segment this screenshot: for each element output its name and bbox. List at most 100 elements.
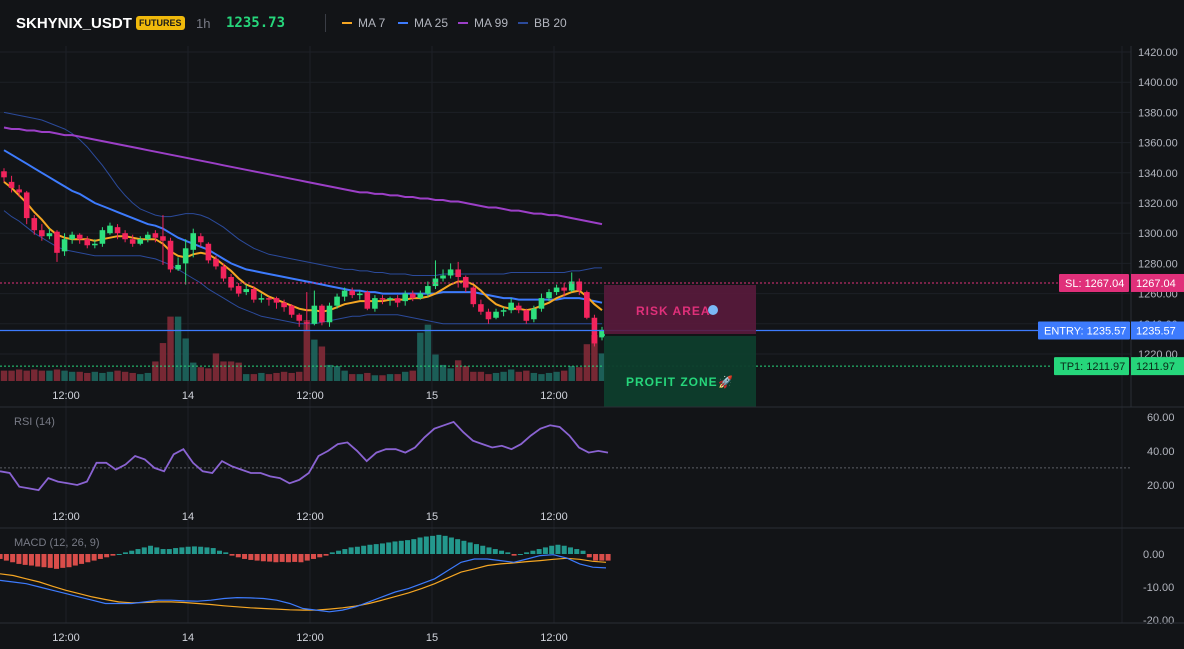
macd-histogram-bar (191, 546, 197, 554)
volume-bar (538, 374, 545, 381)
volume-bar (23, 370, 30, 381)
legend-ma7[interactable]: MA 7 (342, 16, 385, 30)
price-tick-label: 1400.00 (1138, 77, 1178, 89)
candle-body (16, 189, 22, 193)
macd-histogram-bar (223, 552, 229, 554)
volume-bar (235, 362, 242, 381)
macd-histogram-bar (486, 547, 492, 554)
macd-histogram-bar (517, 554, 523, 555)
candle-body (281, 302, 287, 308)
candle-body (114, 227, 121, 234)
price-tick-label: 1420.00 (1138, 47, 1178, 59)
macd-histogram-bar (91, 554, 97, 561)
candle-body (235, 286, 242, 294)
entry-axis-tag (1131, 321, 1184, 340)
volume-bar (477, 371, 485, 381)
macd-histogram-bar (166, 549, 172, 554)
time-tick-label: 14 (182, 390, 194, 402)
volume-bar (371, 375, 379, 381)
legend-bb20-label: BB 20 (534, 16, 567, 30)
volume-bar (530, 372, 538, 381)
volume-bar (197, 367, 205, 381)
macd-histogram-bar (141, 547, 147, 554)
rsi-line (0, 420, 609, 492)
candle-body (69, 234, 75, 240)
macd-histogram-bar (379, 543, 385, 554)
candle-body (8, 181, 15, 188)
timeframe-label[interactable]: 1h (196, 16, 211, 31)
volume-bar (333, 366, 341, 381)
macd-histogram-bar (129, 550, 135, 554)
symbol-name[interactable]: SKHYNIX_USDT (16, 15, 132, 32)
candle-body (198, 236, 204, 243)
volume-bar (61, 370, 68, 381)
volume-bar (190, 362, 197, 381)
candle-body (402, 293, 408, 302)
volume-bar (106, 371, 114, 381)
tp1-axis-tag (1131, 357, 1184, 376)
macd-histogram-bar (442, 535, 448, 554)
macd-histogram-bar (524, 552, 530, 554)
macd-histogram-bar (267, 554, 273, 562)
volume-bar (576, 367, 583, 381)
volume-bar (0, 370, 8, 381)
candle-body (356, 293, 363, 296)
volume-bar (280, 371, 288, 381)
legend-ma25-label: MA 25 (414, 16, 449, 30)
macd-pane: 0.00 -10.00 -20.00 12:00 14 12:00 15 12:00 (0, 534, 1174, 644)
macd-histogram-bar (361, 545, 367, 554)
candle-body (61, 239, 68, 252)
macd-histogram-bar (342, 549, 348, 554)
legend-ma25[interactable]: MA 25 (398, 16, 448, 30)
legend-bb20[interactable]: BB 20 (518, 16, 567, 30)
volume-bar (220, 361, 227, 381)
macd-histogram-bar (229, 554, 235, 556)
macd-histogram-bar (549, 545, 555, 554)
macd-histogram-bar (461, 540, 467, 554)
volume-bar (84, 372, 91, 381)
candle-body (107, 225, 113, 234)
candle-body (273, 298, 280, 303)
shield-icon (708, 305, 718, 315)
volume-bar (311, 339, 318, 381)
sl-axis-tag (1131, 273, 1184, 292)
candle-body (561, 287, 567, 291)
volume-bar (470, 371, 477, 381)
macd-histogram-bar (85, 554, 91, 563)
candle-body (508, 302, 514, 311)
volume-bar (568, 366, 575, 381)
rsi-time-tick-label: 15 (426, 511, 438, 523)
macd-histogram-bar (555, 544, 561, 554)
time-tick-label: 12:00 (540, 390, 568, 402)
tp1-tag-label: TP1: 1211.97 (1060, 361, 1125, 373)
macd-tick-label: -10.00 (1143, 582, 1174, 594)
macd-time-tick-label: 14 (182, 632, 194, 644)
candle-body (122, 233, 128, 240)
volume-bar (144, 372, 152, 381)
volume-bar (129, 372, 136, 381)
last-price: 1235.73 (226, 15, 286, 31)
macd-histogram-bar (54, 554, 60, 569)
volume-bar (447, 368, 454, 381)
macd-histogram-bar (467, 542, 473, 554)
candle-body (417, 293, 424, 299)
candle-body (387, 298, 393, 300)
volume-bar (326, 364, 333, 381)
candle-body (84, 239, 91, 246)
candle-body (160, 236, 166, 241)
volume-bar (318, 346, 326, 381)
candle-body (584, 292, 590, 318)
macd-histogram-bar (104, 554, 110, 558)
macd-time-tick-label: 12:00 (52, 632, 80, 644)
legend-ma99[interactable]: MA 99 (458, 16, 508, 30)
candle-body (599, 329, 605, 338)
candle-body (372, 298, 378, 309)
volume-bar (492, 372, 500, 381)
macd-histogram-bar (260, 554, 266, 562)
macd-histogram-bar (311, 554, 317, 559)
candle-body (447, 269, 454, 276)
volume-bar (121, 371, 129, 381)
macd-histogram-bar (367, 544, 373, 554)
volume-bar (167, 316, 174, 381)
